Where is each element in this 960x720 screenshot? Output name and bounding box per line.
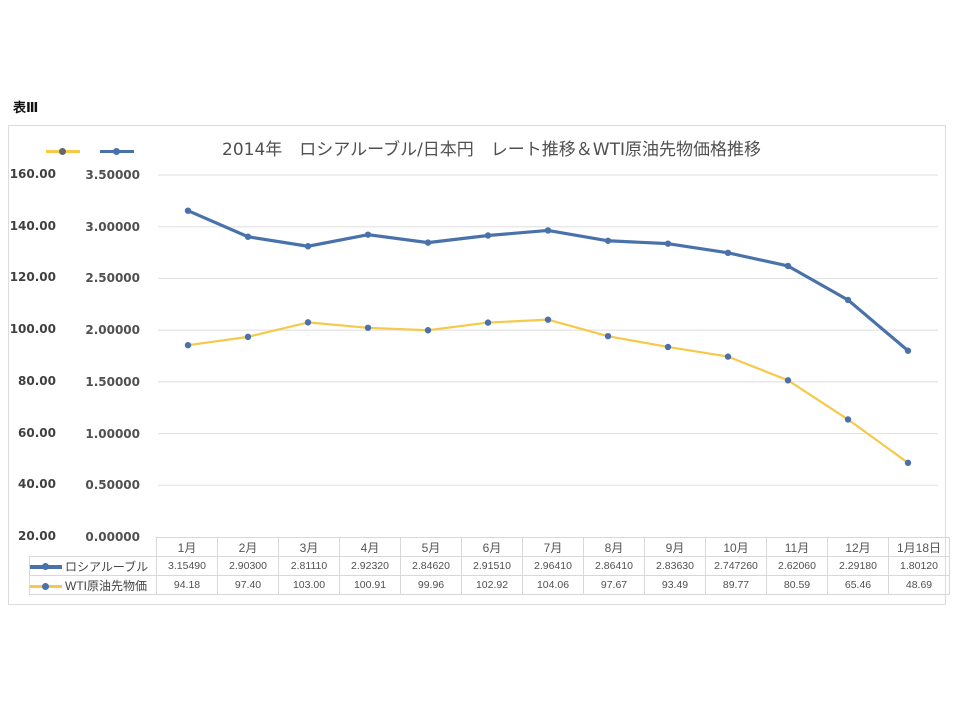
right-y-tick-label: 3.00000: [85, 219, 140, 234]
category-label: 7月: [522, 537, 584, 557]
ruble-line-icon: [30, 563, 62, 571]
right-y-tick-label: 3.50000: [85, 168, 140, 182]
data-table-value: 3.15490: [156, 556, 218, 576]
data-table-row-wti: WTI原油先物価 94.18 97.40 103.00 100.91 99.96 102.…: [29, 575, 950, 595]
wti-data-point: [544, 316, 552, 323]
ruble-data-point: [844, 296, 852, 304]
data-table-value: 2.81110: [278, 556, 340, 576]
data-table-header-row: 1月 2月 3月 4月 5月 6月 7月 8月 9月 10月 11月 12月 1月18日: [30, 537, 950, 557]
category-label: 8月: [583, 537, 645, 557]
legend-ruble-swatch: [100, 148, 134, 155]
data-table-value: 97.40: [217, 575, 279, 595]
wti-data-point: [724, 353, 732, 360]
right-y-tick-label: 0.00000: [85, 530, 140, 544]
chart-title: 2014年 ロシアルーブル/日本円 レート推移＆WTI原油先物価格推移: [222, 140, 762, 160]
left-y-tick-label: 60.00: [18, 425, 56, 440]
data-table-value: 48.69: [888, 575, 950, 595]
data-table-value: 103.00: [278, 575, 340, 595]
ruble-data-point: [724, 249, 732, 257]
data-table-value: 104.06: [522, 575, 584, 595]
category-label: 10月: [705, 537, 767, 557]
ruble-data-point: [304, 243, 312, 250]
wti-data-point: [304, 319, 312, 326]
category-label: 6月: [461, 537, 523, 557]
category-label: 5月: [400, 537, 462, 557]
right-y-tick-label: 0.50000: [85, 478, 140, 493]
left-y-tick-label: 100.00: [9, 322, 56, 337]
data-table-value: 94.18: [156, 575, 218, 595]
category-label: 9月: [644, 537, 706, 557]
ruble-data-point: [664, 240, 672, 247]
data-table-value: 65.46: [827, 575, 889, 595]
data-table-corner: [30, 538, 157, 557]
data-table-value: 2.86410: [583, 556, 645, 576]
data-table-row-ruble: ロシアルーブル 3.15490 2.90300 2.81110 2.92320 2.84…: [29, 556, 950, 576]
category-label: 1月: [156, 537, 218, 557]
right-y-tick-label: 2.00000: [85, 323, 140, 338]
ruble-data-point: [544, 227, 552, 234]
data-table-value: 2.96410: [522, 556, 584, 576]
category-label: 12月: [827, 537, 889, 557]
left-y-tick-label: 40.00: [18, 477, 56, 492]
ruble-data-point: [184, 207, 192, 214]
category-label: 4月: [339, 537, 401, 557]
ruble-data-point: [604, 237, 612, 244]
left-y-tick-label: 120.00: [9, 270, 56, 285]
wti-data-point: [484, 319, 492, 326]
ruble-data-point: [784, 262, 792, 270]
right-y-tick-label: 1.00000: [85, 426, 140, 441]
ruble-data-point: [424, 239, 432, 246]
category-label: 2月: [217, 537, 279, 557]
wti-series-line: [187, 318, 909, 464]
data-table-value: 2.84620: [400, 556, 462, 576]
data-table-value: 99.96: [400, 575, 462, 595]
left-y-tick-label: 140.00: [9, 218, 56, 233]
right-y-tick-label: 2.50000: [85, 271, 140, 286]
data-table-value: 2.83630: [644, 556, 706, 576]
wti-data-point: [664, 343, 672, 351]
left-y-tick-label: 20.00: [18, 529, 56, 543]
wti-data-point: [784, 377, 792, 384]
data-table-value: 1.80120: [888, 556, 950, 576]
data-table-value: 93.49: [644, 575, 706, 595]
data-table-value: 2.29180: [827, 556, 889, 576]
wti-data-point: [604, 332, 612, 340]
left-y-tick-label: 160.00: [9, 167, 56, 181]
data-table-value: 97.67: [583, 575, 645, 595]
right-y-tick-label: 1.50000: [85, 374, 140, 389]
ruble-data-point: [364, 231, 372, 238]
wti-data-point: [364, 324, 372, 331]
ruble-data-point: [904, 347, 912, 354]
wti-data-point: [244, 333, 252, 341]
wti-data-point: [184, 341, 192, 349]
left-y-tick-label: 80.00: [18, 373, 56, 388]
data-table-value: 102.92: [461, 575, 523, 595]
data-table-value: 2.62060: [766, 556, 828, 576]
data-table-value: 80.59: [766, 575, 828, 595]
series-label-ruble: ロシアルーブル: [29, 556, 157, 576]
data-table-value: 2.91510: [461, 556, 523, 576]
category-label: 1月18日: [888, 537, 950, 557]
category-label: 3月: [278, 537, 340, 557]
legend-wti-swatch: [46, 148, 80, 155]
ruble-data-point: [484, 232, 492, 239]
data-table-value: 2.90300: [217, 556, 279, 576]
wti-data-point: [904, 459, 912, 467]
chart-frame: [8, 125, 946, 605]
series-label-wti: WTI原油先物価: [29, 575, 157, 595]
wti-data-point: [424, 327, 432, 334]
data-table-value: 100.91: [339, 575, 401, 595]
data-table-value: 89.77: [705, 575, 767, 595]
figure-caption: 表Ⅲ: [13, 101, 39, 116]
category-label: 11月: [766, 537, 828, 557]
ruble-data-point: [244, 233, 252, 240]
data-table: 1月 2月 3月 4月 5月 6月 7月 8月 9月 10月 11月 12月 1月18日 ロシアルーブル…: [29, 537, 950, 595]
data-table-value: 2.92320: [339, 556, 401, 576]
data-table-value: 2.747260: [705, 556, 767, 576]
wti-line-icon: [30, 582, 62, 590]
wti-data-point: [844, 416, 852, 423]
